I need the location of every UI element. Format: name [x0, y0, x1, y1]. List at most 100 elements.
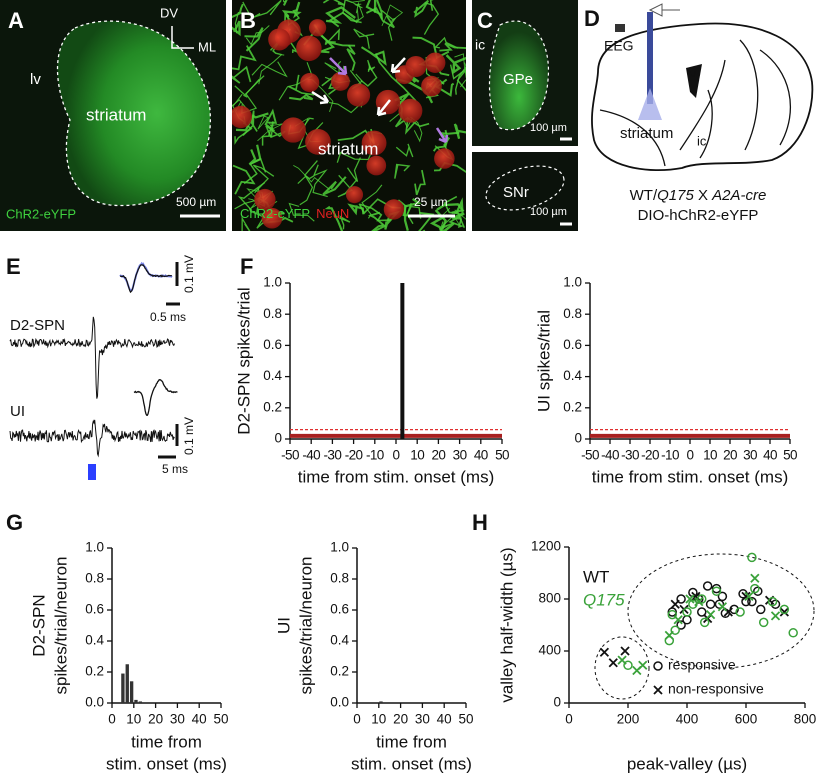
x-tick-label: 50 [495, 448, 509, 463]
fiber [381, 9, 397, 41]
fiber [289, 93, 314, 101]
fiber [371, 224, 384, 231]
label: A2A-cre [711, 187, 766, 204]
x-tick-label: -10 [366, 448, 384, 463]
neuron [268, 28, 291, 51]
point [702, 581, 713, 591]
orientation [171, 26, 194, 49]
x-axis-label: time from stim. onset (ms) [298, 467, 494, 486]
fiber [453, 123, 466, 140]
fiber [381, 4, 404, 27]
label: 25 µm [414, 195, 448, 209]
point [705, 599, 716, 609]
y-axis-label: spikes/trial/neuron [296, 557, 315, 695]
y-tick-label: 0.4 [85, 633, 104, 648]
x-tick-label: 30 [453, 448, 467, 463]
fiber [436, 203, 465, 214]
probe [647, 12, 653, 104]
label: 100 µm [530, 206, 567, 218]
label: lv [687, 65, 697, 80]
image-bg [472, 152, 578, 231]
point [711, 583, 722, 594]
point [694, 594, 704, 604]
point [623, 660, 633, 671]
point [599, 647, 610, 657]
x-tick-label: 0 [393, 448, 400, 463]
fiber [244, 27, 264, 52]
fiber [257, 115, 270, 130]
legend-label: non-responsive [668, 681, 764, 697]
fiber [242, 110, 258, 137]
point [770, 599, 781, 609]
fiber [418, 211, 435, 231]
legend-label: WT [583, 567, 609, 586]
y-tick-label: 0.6 [330, 602, 349, 617]
fiber [232, 164, 256, 195]
x-tick-label: -20 [641, 448, 659, 463]
fiber [251, 61, 288, 78]
arrow [435, 127, 449, 144]
fiber [339, 215, 351, 230]
fiber [253, 0, 282, 18]
label: ic [697, 133, 707, 148]
fiber [413, 0, 430, 18]
fiber [454, 65, 466, 95]
point [767, 596, 778, 607]
point [676, 594, 686, 604]
label: NeuN [316, 206, 349, 221]
eeg-screw [615, 24, 625, 32]
y-axis-label: valley half-width (µs) [497, 547, 516, 702]
fiber [403, 197, 422, 231]
x-tick-label: -30 [324, 448, 342, 463]
cluster-outline [594, 636, 650, 700]
panel-letter: G [6, 510, 23, 535]
panel-b: B striatum ChR2-eYFP NeuN 25 µm [232, 0, 466, 231]
x-tick-label: 0 [687, 448, 694, 463]
x-tick-label: -40 [302, 448, 320, 463]
y-tick-label: 0.2 [85, 664, 104, 679]
x-tick-label: 30 [415, 712, 430, 727]
panel-letter: B [240, 8, 256, 33]
label: 500 µm [176, 195, 216, 209]
x-tick-label: 20 [148, 712, 163, 727]
stimulus [88, 464, 96, 480]
point [620, 646, 630, 656]
fiber [303, 29, 356, 47]
y-axis-label: UI [274, 617, 293, 634]
fiber [325, 6, 356, 24]
neuron [296, 35, 322, 62]
y-axis-label: D2-SPN [29, 594, 48, 656]
outline [485, 165, 565, 211]
y-tick-label: 0.6 [263, 337, 282, 352]
x-axis-label: stim. onset (ms) [106, 754, 227, 773]
fiber [336, 149, 374, 163]
fiber [395, 143, 414, 158]
point [617, 655, 627, 665]
x-tick-label: 0 [353, 712, 361, 727]
legend-marker [653, 661, 663, 671]
x-tick-label: 20 [723, 448, 737, 463]
x-axis-label: time from stim. onset (ms) [592, 467, 788, 486]
y-tick-label: 0.2 [263, 399, 282, 414]
x-tick-label: -30 [621, 448, 639, 463]
y-tick-label: 0 [574, 431, 582, 446]
x-tick-label: -50 [581, 448, 599, 463]
fiber [423, 2, 440, 35]
genotype: WT/Q175 X A2A-cre [630, 187, 767, 204]
x-tick-label: 50 [783, 448, 797, 463]
neuron [434, 148, 455, 169]
x-tick-label: 40 [474, 448, 488, 463]
point [735, 607, 745, 617]
fiber [322, 176, 347, 196]
neuron [361, 130, 387, 156]
y-tick-label: 1.0 [85, 540, 104, 555]
neuron [305, 129, 331, 155]
label: EEG [604, 38, 634, 54]
fiber [281, 1, 302, 19]
point [676, 620, 686, 630]
label: ML [198, 39, 216, 54]
neuron [346, 186, 364, 204]
fiber [454, 209, 466, 220]
point [747, 552, 757, 563]
panel-letter: F [240, 254, 253, 279]
